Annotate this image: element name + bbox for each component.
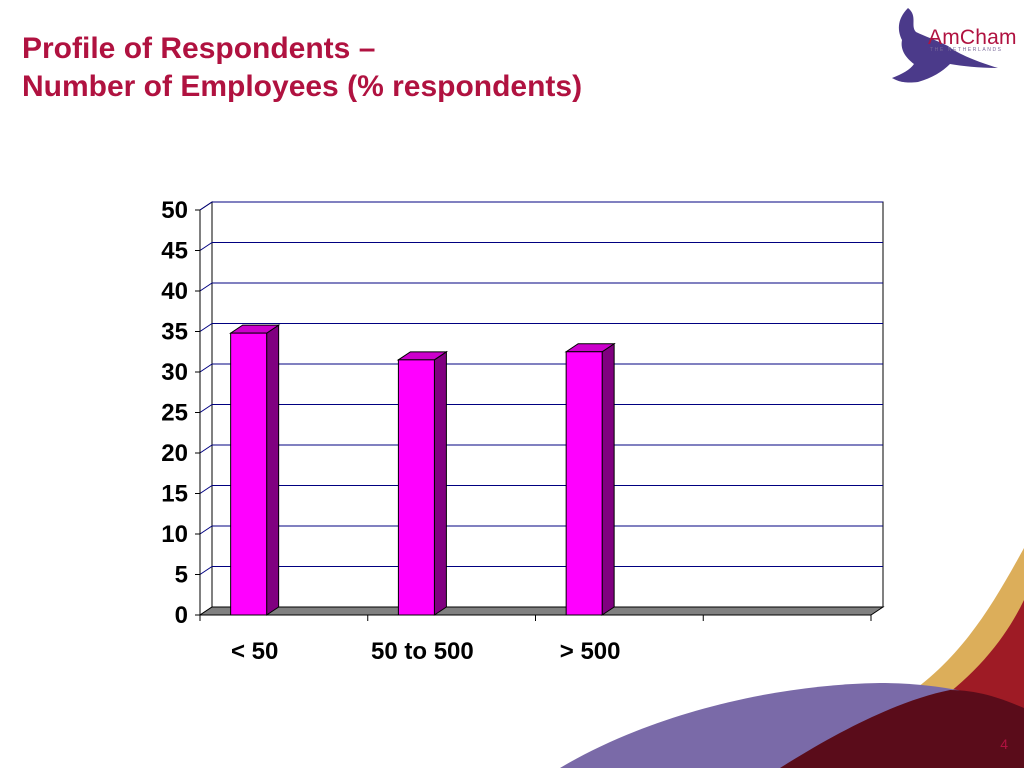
y-tick-label: 20 (161, 440, 188, 467)
plot-area: 0 5 10 15 20 25 30 35 40 45 50 < 50 50 to 500 > 500 (161, 197, 885, 665)
gridline-side (199, 444, 213, 454)
gridline-side (199, 282, 213, 292)
gridline-side (199, 242, 213, 251)
y-tick-label: 50 (161, 197, 188, 224)
eagle-icon (892, 8, 998, 83)
bar (230, 332, 268, 616)
page-number: 4 (1000, 736, 1008, 752)
gridline-side (199, 404, 213, 413)
title-line-2: Number of Employees (% respondents) (22, 70, 583, 103)
y-tick-label: 0 (175, 602, 188, 629)
bar (565, 351, 603, 616)
bar-side (433, 350, 447, 616)
y-tick-label: 45 (161, 238, 188, 265)
gridline-side (199, 566, 213, 575)
amcham-logo (892, 8, 998, 83)
y-tick-label: 15 (161, 481, 188, 508)
y-tick-label: 30 (161, 359, 188, 386)
gridline-side (199, 485, 213, 494)
y-tick-label: 40 (161, 278, 188, 305)
gridline-side (199, 363, 213, 373)
slide-title: Profile of Respondents – Number of Emplo… (22, 30, 582, 106)
title-line-1: Profile of Respondents – (22, 32, 376, 65)
x-tick-label: 50 to 500 (371, 638, 474, 665)
y-tick-label: 35 (161, 319, 188, 346)
y-tick-label: 25 (161, 400, 188, 427)
gridline-side (199, 525, 213, 535)
gridline-side (199, 323, 213, 332)
y-tick-label: 5 (175, 562, 188, 589)
plot-floor (198, 606, 885, 616)
gridline-side (199, 201, 213, 211)
bar-side (601, 342, 615, 616)
y-tick-label: 10 (161, 521, 188, 548)
x-tick-label: < 50 (231, 638, 278, 665)
logo-text: AmCham (928, 26, 1017, 49)
logo-subtitle: THE NETHERLANDS (930, 47, 1003, 53)
bar (397, 359, 435, 616)
bar-side (266, 324, 280, 616)
x-tick-label: > 500 (560, 638, 621, 665)
